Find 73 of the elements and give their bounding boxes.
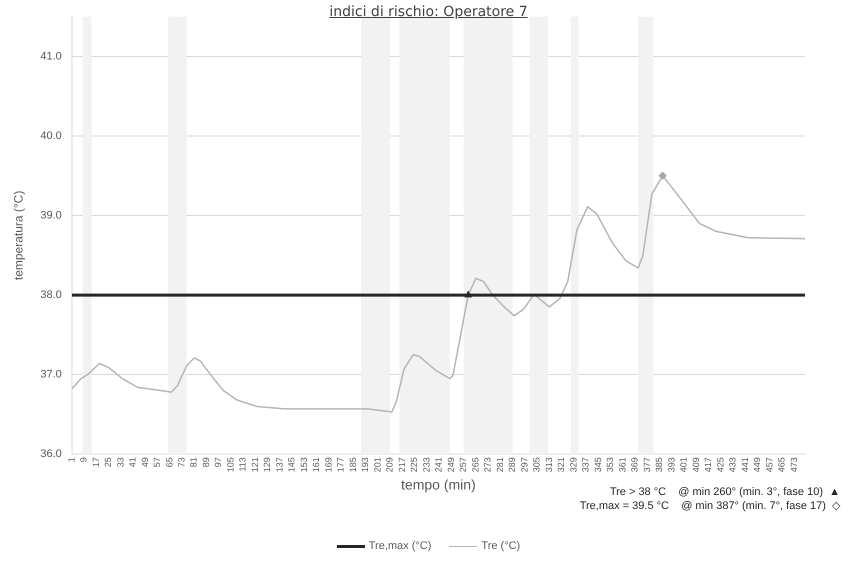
x-tick-label: 369 bbox=[630, 457, 640, 472]
text: Tre,max = 39.5 °C @ min 387° (min. 7°, fase 17) ◇ bbox=[580, 500, 841, 512]
x-tick-label: 305 bbox=[532, 457, 542, 472]
legend-label: Tre (°C) bbox=[481, 540, 520, 552]
x-tick-label: 193 bbox=[360, 457, 370, 472]
x-tick-label: 457 bbox=[764, 457, 774, 472]
x-tick-label: 401 bbox=[678, 457, 689, 472]
x-tick-label: 321 bbox=[556, 457, 566, 472]
x-tick-label: 97 bbox=[213, 457, 224, 468]
x-tick-label: 313 bbox=[544, 457, 554, 472]
x-tick-label: 185 bbox=[348, 457, 358, 472]
y-tick-label: 37.0 bbox=[40, 368, 62, 381]
x-tick-label: 273 bbox=[482, 457, 493, 472]
x-tick-label: 129 bbox=[262, 457, 272, 472]
x-tick-label: 241 bbox=[434, 457, 444, 472]
x-tick-label: 281 bbox=[494, 457, 505, 472]
x-tick-label: 41 bbox=[128, 457, 138, 468]
x-tick-label: 177 bbox=[336, 457, 346, 472]
x-tick-label: 1 bbox=[66, 457, 76, 462]
x-tick-label: 417 bbox=[703, 457, 714, 472]
x-tick-label: 201 bbox=[372, 457, 382, 472]
x-tick-label: 225 bbox=[409, 457, 420, 472]
x-tick-label: 137 bbox=[274, 457, 284, 472]
x-tick-label: 393 bbox=[666, 457, 676, 472]
y-tick-label: 40.0 bbox=[40, 130, 62, 142]
x-tick-label: 353 bbox=[605, 457, 616, 472]
y-tick-label: 38.0 bbox=[40, 289, 62, 302]
x-tick-label: 89 bbox=[200, 457, 211, 468]
x-tick-label: 385 bbox=[654, 457, 664, 472]
x-tick-label: 25 bbox=[103, 457, 114, 468]
x-tick-label: 377 bbox=[642, 457, 652, 472]
x-tick-label: 441 bbox=[740, 457, 750, 472]
chart-title: indici di rischio: Operatore 7 bbox=[328, 4, 529, 20]
x-tick-label: 473 bbox=[788, 457, 799, 472]
x-tick-label: 409 bbox=[690, 457, 701, 472]
x-tick-label: 425 bbox=[715, 457, 726, 472]
x-tick-label: 233 bbox=[421, 457, 432, 472]
x-tick-label: 289 bbox=[507, 457, 518, 472]
x-tick-label: 17 bbox=[90, 457, 101, 468]
x-tick-label: 209 bbox=[384, 457, 395, 472]
x-tick-label: 73 bbox=[176, 457, 186, 468]
legend-label: Tre,max (°C) bbox=[368, 540, 432, 552]
x-tick-label: 9 bbox=[78, 457, 89, 462]
x-tick-label: 465 bbox=[776, 457, 787, 472]
x-tick-label: 217 bbox=[396, 457, 407, 472]
y-tick-label: 41.0 bbox=[40, 50, 62, 62]
x-axis-title: tempo (min) bbox=[401, 476, 476, 492]
x-tick-label: 329 bbox=[568, 457, 578, 472]
y-axis-title: temperatura (°C) bbox=[12, 190, 26, 280]
x-tick-label: 337 bbox=[580, 457, 591, 472]
x-tick-label: 145 bbox=[286, 457, 297, 472]
x-tick-label: 361 bbox=[617, 457, 628, 472]
x-tick-label: 113 bbox=[238, 457, 248, 472]
x-tick-label: 449 bbox=[752, 457, 762, 472]
y-tick-label: 36.0 bbox=[40, 448, 62, 460]
x-tick-label: 65 bbox=[164, 457, 174, 468]
x-tick-label: 105 bbox=[225, 457, 236, 472]
x-tick-label: 49 bbox=[140, 457, 150, 468]
x-tick-label: 249 bbox=[446, 457, 456, 472]
x-tick-label: 121 bbox=[250, 457, 260, 472]
x-tick-label: 265 bbox=[470, 457, 480, 472]
x-tick-label: 169 bbox=[323, 457, 334, 472]
x-tick-label: 57 bbox=[152, 457, 162, 468]
x-tick-label: 81 bbox=[188, 457, 199, 468]
x-tick-label: 433 bbox=[728, 457, 738, 472]
x-tick-label: 345 bbox=[592, 457, 603, 472]
x-tick-label: 33 bbox=[115, 457, 126, 468]
text: Tre > 38 °C @ min 260° (min. 3°, fase 10) ▲ bbox=[610, 486, 840, 498]
x-tick-label: 257 bbox=[458, 457, 468, 472]
y-tick-label: 39.0 bbox=[40, 210, 62, 222]
x-tick-label: 153 bbox=[298, 457, 309, 472]
x-tick-label: 297 bbox=[519, 457, 530, 472]
x-tick-label: 161 bbox=[311, 457, 322, 472]
